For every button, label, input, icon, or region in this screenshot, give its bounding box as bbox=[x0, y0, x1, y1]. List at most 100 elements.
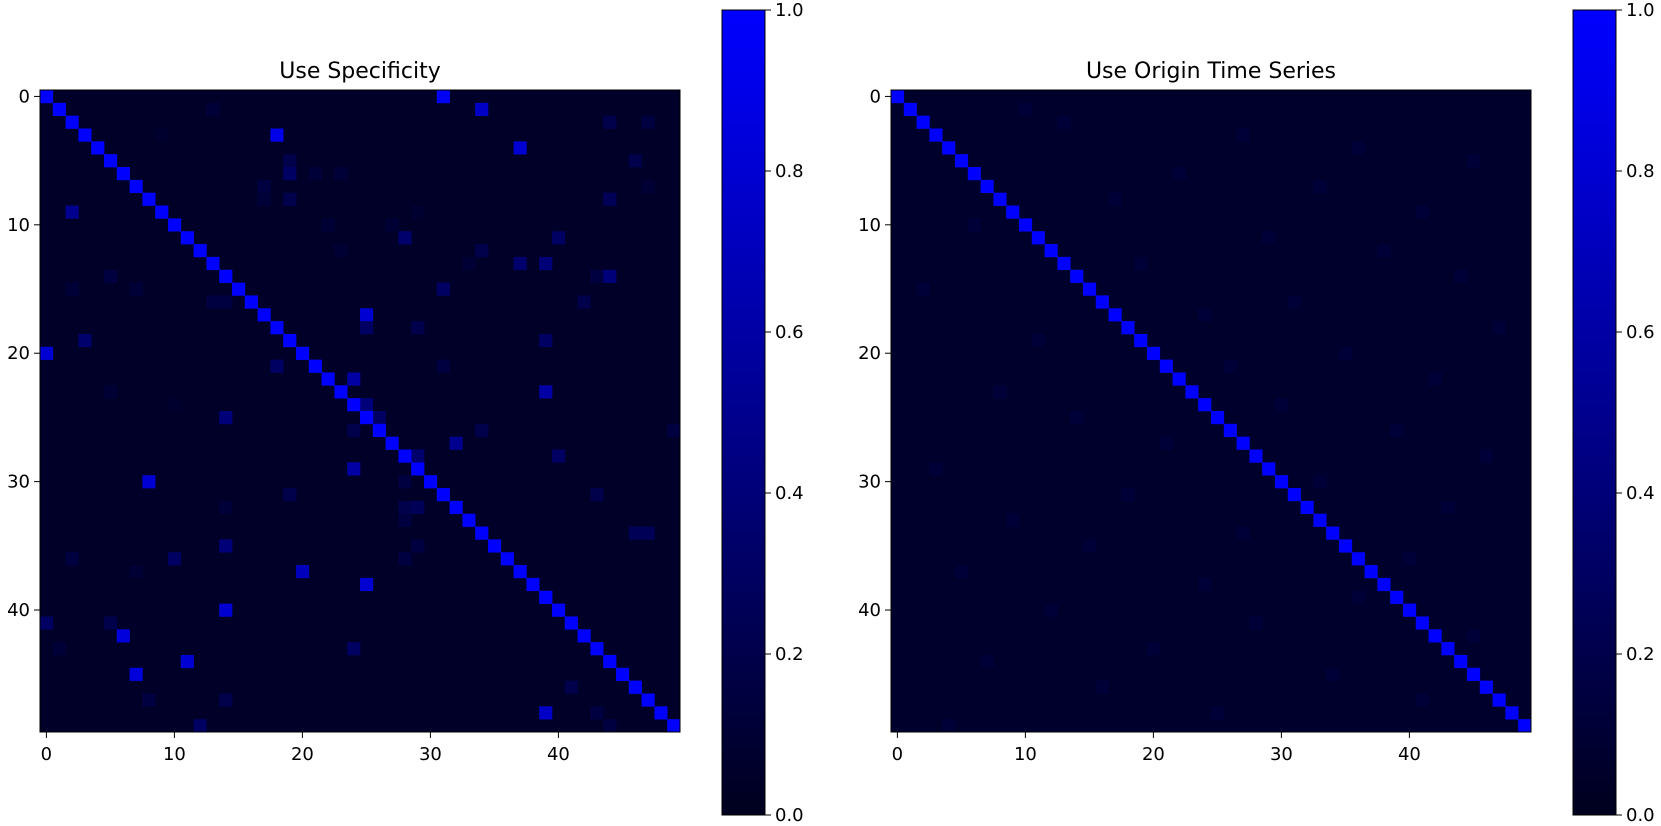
heatmap-cell bbox=[40, 346, 54, 360]
heatmap-cell bbox=[603, 269, 617, 283]
heatmap-cell bbox=[436, 282, 450, 296]
colorbar-tick-label: 0.0 bbox=[775, 805, 804, 826]
heatmap-cell bbox=[411, 449, 425, 463]
heatmap-diagonal-cell bbox=[1275, 475, 1289, 489]
colorbar-tick-label: 0.8 bbox=[775, 161, 804, 182]
heatmap-diagonal-cell bbox=[1134, 333, 1148, 348]
heatmap-cell bbox=[475, 244, 489, 258]
heatmap-cell bbox=[206, 102, 220, 116]
y-tick-label: 0 bbox=[19, 86, 30, 107]
heatmap-diagonal-cell bbox=[347, 398, 361, 412]
colorbar-tick-label: 0.8 bbox=[1626, 161, 1655, 182]
heatmap-cell bbox=[667, 423, 681, 437]
x-tick-label: 0 bbox=[892, 744, 903, 765]
y-tick-label: 40 bbox=[858, 600, 881, 621]
heatmap-diagonal-cell bbox=[1249, 449, 1263, 463]
heatmap-diagonal-cell bbox=[1044, 244, 1058, 258]
heatmap-diagonal-cell bbox=[1198, 398, 1212, 412]
heatmap-cell bbox=[1313, 179, 1327, 194]
colorbar-tick-label: 0.4 bbox=[775, 483, 804, 504]
x-tick-label: 20 bbox=[1142, 744, 1165, 765]
heatmap-diagonal-cell bbox=[372, 423, 386, 437]
heatmap-cell bbox=[219, 539, 233, 553]
heatmap-cell bbox=[347, 642, 361, 656]
heatmap-cell bbox=[116, 629, 130, 643]
heatmap-cell bbox=[1236, 526, 1250, 540]
heatmap-cell bbox=[1467, 629, 1481, 643]
heatmap-diagonal-cell bbox=[929, 128, 943, 142]
heatmap-diagonal-cell bbox=[232, 282, 246, 296]
heatmap-diagonal-cell bbox=[91, 141, 105, 155]
heatmap-cell bbox=[104, 269, 118, 283]
heatmap-diagonal-cell bbox=[1070, 269, 1084, 283]
colorbar-tick-label: 0.6 bbox=[1626, 322, 1655, 343]
heatmap-diagonal-cell bbox=[1479, 680, 1493, 694]
heatmap-cell bbox=[462, 256, 476, 271]
heatmap-diagonal-cell bbox=[942, 141, 956, 155]
heatmap-cell bbox=[1326, 667, 1340, 681]
heatmap-cell bbox=[321, 218, 335, 232]
heatmap-diagonal-cell bbox=[1364, 565, 1378, 579]
heatmap-diagonal-cell bbox=[52, 102, 66, 116]
x-tick-label: 30 bbox=[419, 744, 442, 765]
plot-frame bbox=[39, 89, 681, 733]
heatmap-cell bbox=[411, 205, 425, 219]
heatmap-diagonal-cell bbox=[488, 539, 502, 553]
heatmap-cell bbox=[360, 321, 374, 335]
heatmap-cell bbox=[398, 500, 412, 515]
x-tick-label: 10 bbox=[163, 744, 186, 765]
heatmap-diagonal-cell bbox=[449, 500, 463, 515]
heatmap-cell bbox=[1275, 398, 1289, 412]
heatmap-cell bbox=[155, 128, 169, 142]
heatmap-cell bbox=[942, 719, 956, 733]
heatmap-cell bbox=[1223, 359, 1237, 373]
x-tick-label: 0 bbox=[41, 744, 52, 765]
heatmap-diagonal-cell bbox=[1223, 423, 1237, 437]
y-tick-label: 40 bbox=[7, 600, 30, 621]
heatmap-cell bbox=[193, 719, 207, 733]
heatmap-diagonal-cell bbox=[257, 308, 271, 322]
y-tick-label: 0 bbox=[870, 86, 881, 107]
colorbar-gradient bbox=[721, 9, 766, 816]
heatmap-diagonal-cell bbox=[1377, 577, 1391, 592]
heatmap-cell bbox=[52, 642, 66, 656]
heatmap-cell bbox=[334, 244, 348, 258]
heatmap-cell bbox=[929, 462, 943, 476]
heatmap-cell bbox=[1441, 500, 1455, 515]
heatmap-cell bbox=[104, 616, 118, 630]
heatmap-cell bbox=[78, 333, 92, 348]
heatmap-cell bbox=[129, 667, 143, 681]
heatmap-diagonal-cell bbox=[475, 526, 489, 540]
plot-frame bbox=[890, 89, 1532, 733]
heatmap-cell bbox=[1044, 603, 1058, 617]
heatmap-cell bbox=[1403, 552, 1417, 566]
heatmap-diagonal-cell bbox=[206, 256, 220, 271]
x-axis: 0 10 20 30 40 bbox=[892, 732, 1421, 765]
heatmap-diagonal-cell bbox=[1083, 282, 1097, 296]
heatmap-diagonal-cell bbox=[1159, 359, 1173, 373]
heatmap-cell bbox=[1479, 449, 1493, 463]
colorbar-use-specificity: 0.0 0.2 0.4 0.6 0.8 1.0 bbox=[721, 0, 804, 826]
heatmap-diagonal-cell bbox=[334, 385, 348, 399]
heatmap-diagonal-cell bbox=[1403, 603, 1417, 617]
heatmap-diagonal-cell bbox=[1019, 218, 1033, 232]
heatmap-diagonal-cell bbox=[244, 295, 258, 309]
heatmap-diagonal-cell bbox=[616, 667, 630, 681]
heatmap-diagonal-cell bbox=[1313, 513, 1327, 527]
heatmap-diagonal-cell bbox=[628, 680, 642, 694]
heatmap-diagonal-cell bbox=[168, 218, 182, 232]
heatmap-diagonal-cell bbox=[1454, 654, 1468, 669]
heatmap-diagonal-cell bbox=[398, 449, 412, 463]
heatmap-cell bbox=[347, 423, 361, 437]
heatmap-cell bbox=[475, 102, 489, 116]
colorbar-tick-label: 0.6 bbox=[775, 322, 804, 343]
heatmap-cell bbox=[65, 552, 79, 566]
heatmap-cell bbox=[347, 462, 361, 476]
heatmap-cell bbox=[1236, 128, 1250, 142]
heatmap-cell bbox=[916, 282, 930, 296]
heatmap-diagonal-cell bbox=[1262, 462, 1276, 476]
heatmap-diagonal-cell bbox=[980, 179, 994, 194]
heatmap-diagonal-cell bbox=[104, 154, 118, 168]
heatmap-cell bbox=[283, 154, 297, 168]
heatmap-cell bbox=[1313, 475, 1327, 489]
